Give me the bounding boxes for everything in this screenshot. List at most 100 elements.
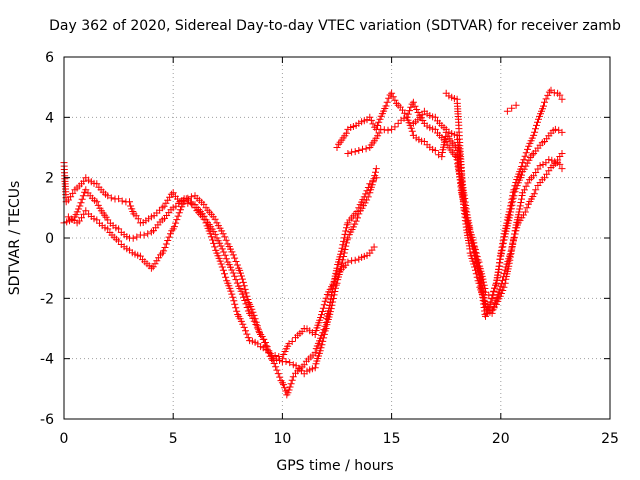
data-point <box>281 384 289 392</box>
data-point <box>242 327 249 335</box>
data-point <box>351 256 359 264</box>
data-point <box>162 199 170 207</box>
data-point <box>374 122 381 129</box>
data-point <box>548 156 556 164</box>
data-point <box>540 102 547 110</box>
data-point <box>482 302 490 310</box>
data-point <box>497 290 505 297</box>
data-point <box>227 287 235 295</box>
data-point <box>133 233 141 241</box>
data-point <box>508 201 516 209</box>
data-point <box>526 176 534 184</box>
data-point <box>244 334 252 342</box>
data-point <box>510 234 518 242</box>
data-point <box>472 270 480 278</box>
data-point <box>341 230 349 238</box>
data-point <box>318 332 326 340</box>
data-point <box>322 319 330 326</box>
data-point <box>431 147 439 154</box>
y-tick-label: 6 <box>45 50 54 66</box>
data-point <box>327 295 335 303</box>
data-point <box>404 110 412 118</box>
data-point <box>470 260 478 268</box>
data-point <box>173 216 181 224</box>
data-point <box>211 230 219 238</box>
data-point <box>337 265 345 273</box>
data-point <box>144 230 152 238</box>
data-point <box>391 96 399 104</box>
data-point <box>522 162 530 170</box>
data-point <box>499 239 507 247</box>
data-point <box>505 259 513 267</box>
data-point <box>239 320 247 328</box>
data-point <box>366 180 374 188</box>
data-point <box>311 364 319 372</box>
data-points <box>60 86 566 399</box>
data-point <box>488 294 496 302</box>
data-point <box>153 257 161 265</box>
data-point <box>317 344 325 352</box>
data-point <box>343 224 350 232</box>
data-point <box>326 299 334 306</box>
data-point <box>252 321 260 328</box>
data-point <box>73 208 81 216</box>
data-point <box>472 266 479 274</box>
data-point <box>534 118 541 126</box>
data-point <box>167 190 175 198</box>
data-point <box>545 88 553 96</box>
data-point <box>491 284 499 292</box>
data-point <box>230 297 238 305</box>
x-tick-label: 25 <box>601 431 619 447</box>
data-point <box>328 292 335 300</box>
data-point <box>522 149 530 157</box>
data-point <box>220 248 228 256</box>
data-point <box>375 118 383 126</box>
data-point <box>351 220 359 228</box>
data-point <box>231 254 239 262</box>
data-point <box>394 119 402 127</box>
data-point <box>219 230 227 238</box>
data-point <box>492 300 500 308</box>
data-point <box>474 259 481 267</box>
x-tick-label: 0 <box>60 431 69 447</box>
data-point <box>322 294 330 302</box>
data-point <box>278 379 286 387</box>
data-point <box>556 91 564 99</box>
data-point <box>263 345 271 353</box>
data-point <box>216 257 224 265</box>
data-point <box>518 195 525 203</box>
data-point <box>372 165 380 173</box>
data-point <box>237 269 244 277</box>
data-point <box>329 282 337 289</box>
data-point <box>481 299 489 307</box>
data-point <box>340 249 348 257</box>
data-point <box>166 193 174 201</box>
data-point <box>498 246 506 254</box>
data-point <box>228 290 236 298</box>
data-point <box>362 145 370 153</box>
data-point <box>509 198 517 206</box>
data-point <box>542 159 550 167</box>
data-point <box>473 256 481 264</box>
data-point <box>321 322 329 330</box>
data-point <box>558 150 566 157</box>
data-point <box>265 349 273 357</box>
data-point <box>228 266 236 274</box>
data-point <box>363 187 371 195</box>
data-point <box>317 314 325 321</box>
data-point <box>316 347 324 355</box>
data-point <box>500 236 508 244</box>
data-point <box>328 288 336 296</box>
data-point <box>209 236 216 244</box>
data-point <box>383 98 391 106</box>
y-tick-label: -6 <box>40 412 54 428</box>
data-point <box>118 197 126 205</box>
data-point <box>268 355 275 363</box>
data-point <box>507 205 515 213</box>
data-point <box>217 260 225 268</box>
data-point <box>321 297 329 305</box>
data-point <box>545 156 553 164</box>
data-point <box>272 363 280 371</box>
data-point <box>338 259 346 267</box>
data-point <box>165 233 173 241</box>
